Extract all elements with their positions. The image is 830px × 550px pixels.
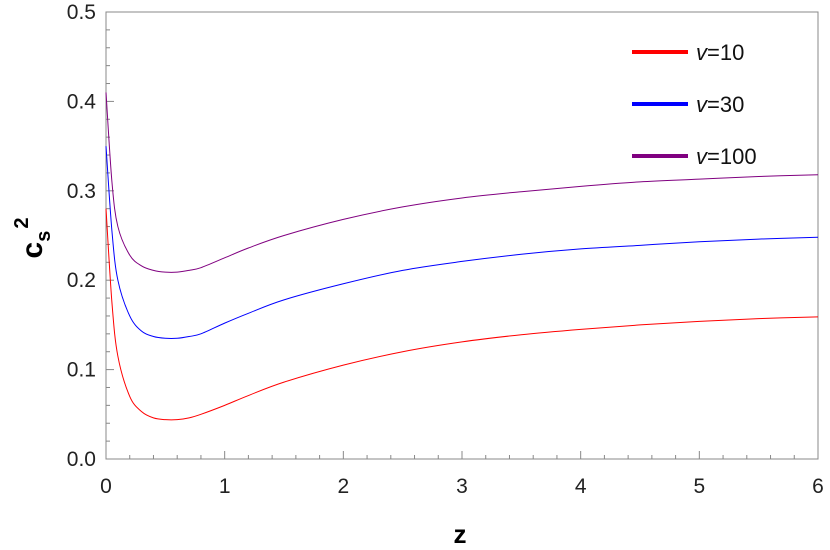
y-tick-label: 0.3 — [67, 180, 96, 203]
x-axis-title: z — [454, 519, 467, 549]
x-tick-label: 0 — [100, 475, 112, 498]
y-axis-title-sub: s — [33, 231, 55, 242]
y-tick-label: 0.1 — [67, 359, 96, 382]
legend-label-100: v=100 — [696, 144, 757, 169]
y-tick-label: 0.4 — [67, 90, 97, 113]
x-tick-label: 4 — [575, 475, 587, 498]
x-tick-label: 5 — [693, 475, 705, 498]
y-axis-title-main: c — [16, 242, 49, 259]
x-tick-label: 6 — [812, 475, 824, 498]
series-line-100 — [105, 92, 819, 273]
svg-text:cs2: cs2 — [11, 218, 55, 259]
x-tick-label: 1 — [219, 475, 231, 498]
series-layer — [105, 92, 819, 421]
y-tick-label: 0.5 — [67, 1, 96, 24]
plot-frame — [105, 11, 819, 460]
legend-label-10: v=10 — [696, 40, 744, 65]
y-axis-title-sup: 2 — [11, 218, 33, 229]
y-axis-title: cs2 — [11, 218, 55, 259]
axis-ticks — [105, 11, 819, 460]
series-line-30 — [105, 146, 819, 340]
x-tick-label: 3 — [456, 475, 468, 498]
legend: v=10 v=30 v=100 — [632, 40, 757, 169]
y-tick-label: 0.0 — [67, 448, 96, 471]
legend-label-30: v=30 — [696, 92, 744, 117]
x-tick-label: 2 — [337, 475, 349, 498]
series-line-10 — [105, 208, 819, 421]
y-tick-label: 0.2 — [67, 269, 96, 292]
axis-tick-labels: 0 1 2 3 4 5 6 0.0 0.1 0.2 0.3 0.4 0.5 — [67, 1, 824, 498]
